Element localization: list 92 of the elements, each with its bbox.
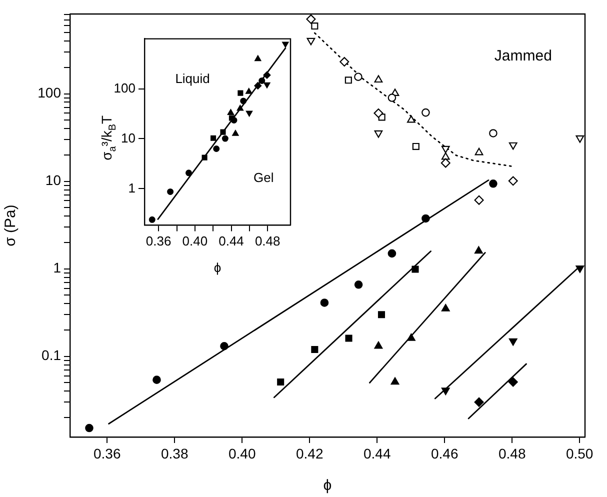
point [474,148,484,156]
point [508,176,518,186]
point [374,130,383,138]
point [441,152,450,160]
point [407,334,416,341]
point [258,77,266,84]
point [340,57,350,67]
point [374,108,384,118]
x-tick-label: 0.44 [363,445,391,462]
point [202,154,208,160]
point [306,14,316,24]
point [238,90,244,96]
y-tick-label: 10 [121,130,136,146]
point [320,298,329,307]
annotation: Gel [254,170,274,185]
point [378,311,386,318]
point [246,88,252,94]
x-axis-title: ϕ [214,260,222,275]
point [254,82,262,90]
point [474,195,484,205]
point [344,76,352,84]
point [232,130,239,136]
point [148,216,156,223]
point [441,304,450,312]
point [354,280,363,289]
point [374,341,383,349]
point [345,334,352,342]
point [508,338,518,346]
point [311,346,318,353]
point [388,94,396,102]
point [374,75,383,83]
x-tick-label: 0.48 [498,445,526,462]
point [254,55,262,62]
point [230,116,238,124]
point [441,146,450,154]
x-tick-label: 0.44 [218,234,244,249]
x-tick-label: 0.42 [296,445,324,462]
y-tick-label: 100 [114,80,136,96]
point [441,388,450,396]
point [508,142,518,150]
point [422,108,430,117]
point [412,266,419,273]
x-tick-label: 0.40 [228,445,256,462]
point [185,170,192,176]
x-tick-label: 0.48 [254,234,280,249]
point [167,188,174,195]
point [311,22,318,30]
point [306,38,316,46]
point [489,180,498,188]
point [474,246,483,254]
y-tick-label: 1 [53,260,62,276]
point [240,98,247,104]
x-tick-label: 0.38 [160,445,188,462]
y-tick-label: 1 [128,180,136,196]
point [220,342,228,350]
point [282,42,289,48]
point [474,397,484,407]
annotation: Liquid [175,70,210,86]
x-tick-label: 0.36 [146,234,172,249]
y-tick-label: 10 [45,172,62,188]
point [277,378,284,386]
point [210,135,216,141]
point [489,129,498,138]
point [576,135,584,143]
point [222,135,228,142]
x-tick-label: 0.50 [566,445,594,462]
point [85,424,94,432]
x-tick-label: 0.40 [182,234,208,249]
point [440,158,450,168]
point [264,82,270,88]
point [390,377,400,385]
point [220,129,226,135]
point [412,142,420,150]
point [152,376,161,384]
y-tick-label: 0.1 [42,347,62,364]
point [227,109,234,115]
point [508,377,518,387]
annotation: Jammed [494,47,552,64]
point [422,214,430,223]
point [236,104,244,111]
x-tick-label: 0.36 [94,445,121,462]
point [576,265,584,273]
x-axis-title: ϕ [323,477,332,494]
point [354,72,362,82]
x-tick-label: 0.46 [430,445,458,462]
point [407,115,416,123]
point [213,146,220,152]
point [388,249,396,258]
y-tick-label: 100 [38,84,62,101]
point [263,71,271,79]
point [246,110,253,117]
y-axis-title: σ (Pa) [2,204,20,246]
